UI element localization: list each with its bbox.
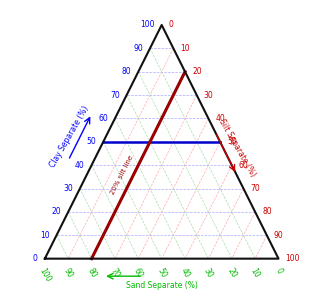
Text: 10: 10	[249, 267, 262, 280]
Text: 10: 10	[40, 231, 50, 240]
Text: 30: 30	[204, 91, 214, 100]
Text: 50: 50	[227, 137, 237, 146]
Text: Sand Separate (%): Sand Separate (%)	[126, 281, 198, 290]
Text: 20: 20	[51, 207, 61, 216]
Text: 100: 100	[140, 20, 155, 29]
Text: 40: 40	[215, 114, 225, 123]
Text: 0: 0	[273, 267, 284, 276]
Text: 70: 70	[251, 184, 260, 193]
Text: 70: 70	[110, 91, 120, 100]
Text: 40: 40	[75, 161, 84, 170]
Text: 10: 10	[180, 44, 190, 53]
Text: 80: 80	[122, 67, 131, 76]
Text: 40: 40	[179, 267, 191, 280]
Text: 30: 30	[63, 184, 73, 193]
Text: 50: 50	[86, 137, 96, 146]
Text: 100: 100	[285, 254, 300, 263]
Text: 90: 90	[274, 231, 284, 240]
Text: 30: 30	[202, 267, 215, 280]
Text: 20: 20	[225, 267, 238, 280]
Text: 50: 50	[155, 267, 168, 280]
Text: 80: 80	[85, 267, 98, 280]
Text: 70: 70	[109, 267, 121, 280]
Text: 80: 80	[262, 207, 272, 216]
Text: 0: 0	[33, 254, 38, 263]
Text: Clay Separate (%): Clay Separate (%)	[48, 105, 91, 170]
Text: 60: 60	[239, 161, 249, 170]
Text: 100: 100	[37, 267, 52, 284]
Text: 90: 90	[62, 267, 74, 280]
Text: 20: 20	[192, 67, 202, 76]
Text: 0: 0	[169, 20, 174, 29]
Text: 60: 60	[132, 267, 145, 280]
Text: 60: 60	[98, 114, 108, 123]
Text: 20% silt line: 20% silt line	[110, 154, 134, 195]
Text: 90: 90	[133, 44, 143, 53]
Text: Silt Separate (%): Silt Separate (%)	[218, 117, 258, 178]
